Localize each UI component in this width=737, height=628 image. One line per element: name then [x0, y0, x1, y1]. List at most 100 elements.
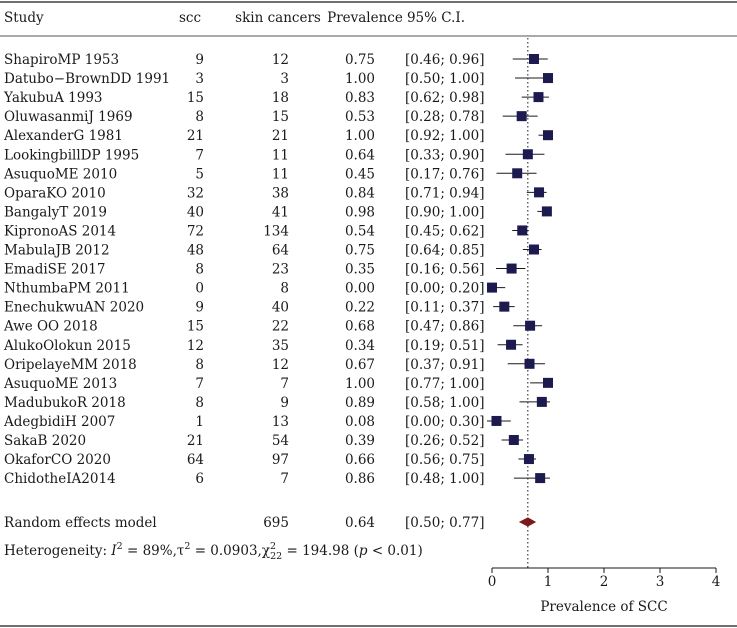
study-ci: [0.47; 0.86]: [405, 319, 485, 335]
estimate-square: [543, 130, 553, 141]
plot-marks: [487, 38, 553, 568]
study-scc: 21: [187, 128, 204, 144]
estimate-square: [506, 339, 517, 350]
study-scc: 21: [187, 433, 204, 449]
study-ci: [0.37; 0.91]: [405, 357, 485, 373]
x-axis: 0 1 2 3 4: [488, 567, 721, 590]
estimate-square: [512, 168, 523, 179]
study-prevalence: 0.67: [345, 357, 375, 373]
study-skin-cancers: 18: [272, 90, 289, 106]
study-name: OkaforCO 2020: [4, 452, 111, 468]
estimate-square: [543, 377, 553, 388]
study-name: SakaB 2020: [4, 433, 86, 449]
study-scc: 40: [187, 204, 204, 220]
study-prevalence: 0.00: [345, 281, 375, 297]
study-ci: [0.62; 0.98]: [405, 90, 485, 106]
study-name: MadubukoR 2018: [4, 395, 126, 411]
study-scc: 32: [187, 185, 204, 201]
study-prevalence: 0.66: [345, 452, 375, 468]
study-scc: 48: [187, 243, 204, 259]
study-prevalence: 0.89: [345, 395, 375, 411]
estimate-square: [529, 54, 539, 64]
study-name: OparaKO 2010: [4, 185, 106, 201]
estimate-square: [541, 206, 552, 217]
study-name: AlexanderG 1981: [3, 128, 123, 144]
study-skin-cancers: 7: [280, 376, 289, 392]
study-prevalence: 0.34: [345, 338, 375, 354]
heterogeneity-text: Heterogeneity: I2 = 89%,τ2 = 0.0903,χ2 22…: [4, 541, 423, 562]
study-name: AdegbidiH 2007: [3, 414, 115, 430]
x-tick-label: 4: [712, 574, 721, 590]
study-name: OluwasanmiJ 1969: [4, 109, 133, 125]
study-name: LookingbillDP 1995: [4, 147, 139, 163]
estimate-square: [535, 473, 546, 484]
study-name: Datubo−BrownDD 1991: [4, 71, 170, 87]
pooled-prevalence: 0.64: [345, 515, 375, 531]
study-name: AlukoOlokun 2015: [3, 338, 131, 354]
study-prevalence: 0.75: [345, 52, 375, 68]
study-prevalence: 1.00: [345, 376, 375, 392]
x-tick-label: 0: [488, 574, 497, 590]
study-scc: 6: [195, 471, 204, 487]
study-skin-cancers: 8: [280, 281, 289, 297]
study-scc: 15: [187, 90, 204, 106]
estimate-square: [529, 244, 539, 255]
header-ci: 95% C.I.: [407, 10, 465, 26]
study-ci: [0.77; 1.00]: [405, 376, 485, 392]
study-ci: [0.58; 1.00]: [405, 395, 485, 411]
study-rows: ShapiroMP 1953 9 12 0.75 [0.46; 0.96] Datubo−…: [3, 52, 485, 487]
study-prevalence: 0.75: [345, 243, 375, 259]
x-axis-label: Prevalence of SCC: [540, 599, 667, 615]
study-ci: [0.11; 0.37]: [405, 300, 485, 316]
study-scc: 8: [195, 395, 204, 411]
study-ci: [0.50; 1.00]: [405, 71, 485, 87]
study-ci: [0.16; 0.56]: [405, 262, 485, 278]
study-ci: [0.71; 0.94]: [405, 185, 485, 201]
header-scc: scc: [179, 10, 201, 26]
study-name: NthumbaPM 2011: [4, 281, 130, 297]
x-tick-label: 2: [600, 574, 609, 590]
study-skin-cancers: 22: [272, 319, 289, 335]
study-name: OripelayeMM 2018: [4, 357, 137, 373]
estimate-square: [499, 301, 510, 312]
study-ci: [0.64; 0.85]: [405, 243, 485, 259]
study-skin-cancers: 35: [272, 338, 289, 354]
study-scc: 12: [187, 338, 204, 354]
header-study: Study: [4, 10, 44, 26]
study-prevalence: 1.00: [345, 128, 375, 144]
study-name: Awe OO 2018: [3, 319, 98, 335]
study-ci: [0.45; 0.62]: [405, 223, 485, 239]
study-scc: 8: [195, 109, 204, 125]
study-scc: 7: [195, 147, 204, 163]
study-name: ChidotheIA2014: [4, 471, 116, 487]
pooled-label: Random effects model: [4, 515, 157, 531]
study-scc: 15: [187, 319, 204, 335]
study-scc: 8: [195, 262, 204, 278]
estimate-square: [506, 263, 517, 274]
header-skin-cancers: skin cancers: [235, 10, 321, 26]
study-scc: 0: [195, 281, 204, 297]
study-skin-cancers: 12: [272, 357, 289, 373]
study-ci: [0.92; 1.00]: [405, 128, 485, 144]
study-name: EnechukwuAN 2020: [4, 300, 144, 316]
study-skin-cancers: 21: [272, 128, 289, 144]
header-prevalence: Prevalence: [327, 10, 403, 26]
study-skin-cancers: 7: [280, 471, 289, 487]
study-name: KipronoAS 2014: [4, 223, 116, 239]
study-ci: [0.33; 0.90]: [405, 147, 485, 163]
study-ci: [0.00; 0.20]: [405, 281, 485, 297]
study-skin-cancers: 9: [280, 395, 289, 411]
study-prevalence: 0.45: [345, 166, 375, 182]
study-name: AsuquoME 2013: [3, 376, 117, 392]
x-tick-label: 1: [544, 574, 553, 590]
pooled-skin: 695: [263, 515, 289, 531]
study-skin-cancers: 23: [272, 262, 289, 278]
study-prevalence: 0.64: [345, 147, 375, 163]
study-prevalence: 0.54: [345, 223, 375, 239]
study-scc: 9: [195, 52, 204, 68]
study-skin-cancers: 13: [272, 414, 289, 430]
study-scc: 8: [195, 357, 204, 373]
study-ci: [0.00; 0.30]: [405, 414, 485, 430]
estimate-square: [523, 454, 534, 465]
